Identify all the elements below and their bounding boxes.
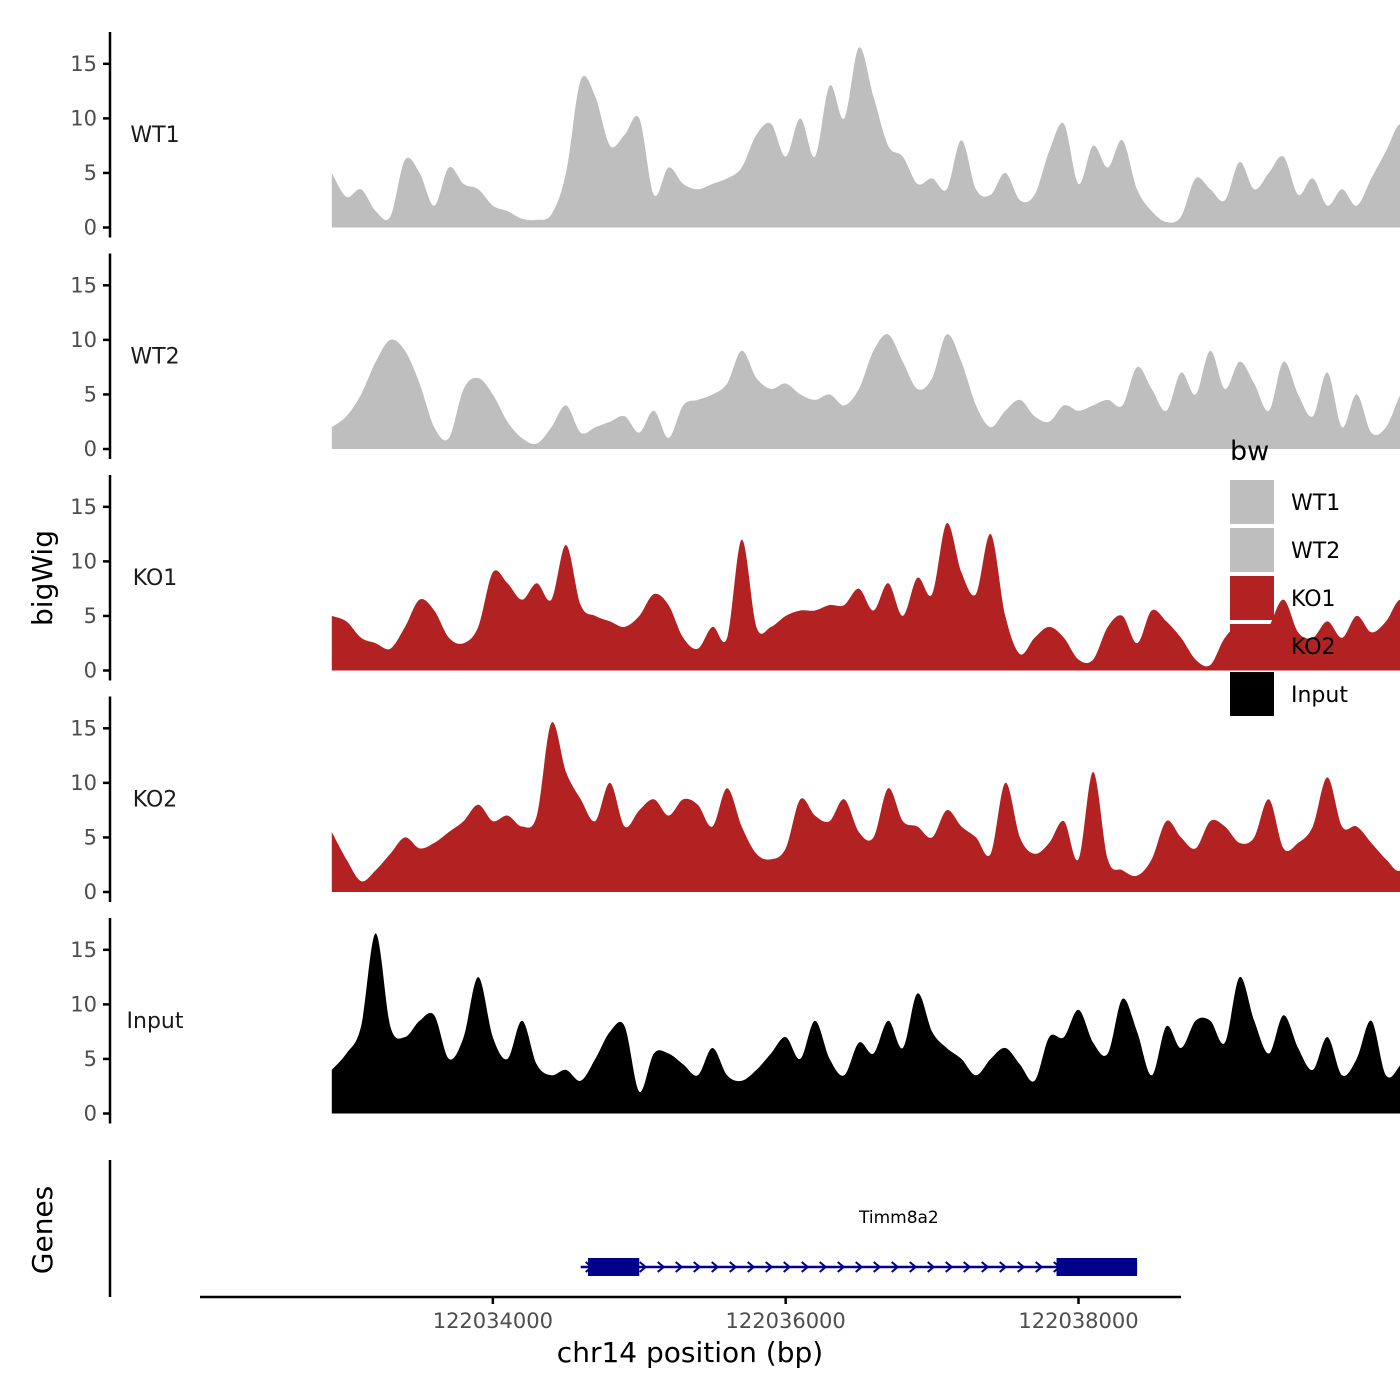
y-tick-label: 10 — [70, 549, 97, 573]
strand-arrow — [783, 1261, 792, 1273]
legend-label-ko2: KO2 — [1291, 635, 1336, 660]
y-tick-label: 0 — [84, 659, 97, 683]
legend-swatch-wt2 — [1230, 528, 1274, 572]
y-tick-label: 5 — [84, 1047, 97, 1071]
x-axis-title: chr14 position (bp) — [557, 1336, 823, 1369]
y-axis-title: bigWig — [26, 530, 59, 626]
track-ko1: 0 5 10 15 KO1 — [70, 475, 1400, 683]
y-tick-label: 5 — [84, 382, 97, 406]
y-tick-label: 15 — [70, 716, 97, 740]
strand-arrow — [1017, 1261, 1026, 1273]
strand-arrow — [675, 1261, 684, 1273]
track-label-wt1: WT1 — [130, 123, 179, 148]
y-tick-label: 0 — [84, 880, 97, 904]
legend-swatch-ko1 — [1230, 576, 1274, 620]
strand-arrow — [747, 1261, 756, 1273]
strand-arrow — [819, 1261, 828, 1273]
strand-arrow — [729, 1261, 738, 1273]
y-tick-label: 15 — [70, 495, 97, 519]
y-tick-label: 15 — [70, 52, 97, 76]
y-tick-label: 15 — [70, 273, 97, 297]
track-label-ko2: KO2 — [133, 788, 178, 813]
legend-label-input: Input — [1291, 683, 1348, 708]
strand-arrow — [639, 1261, 648, 1273]
strand-arrow — [873, 1261, 882, 1273]
strand-arrow — [801, 1261, 810, 1273]
strand-arrow — [711, 1261, 720, 1273]
gene-exon — [588, 1258, 640, 1276]
area-ko1 — [331, 523, 1400, 671]
area-input — [331, 933, 1400, 1114]
track-label-ko1: KO1 — [133, 566, 178, 591]
track-label-wt2: WT2 — [130, 345, 179, 370]
legend-swatch-wt1 — [1230, 480, 1274, 524]
y-tick-label: 5 — [84, 825, 97, 849]
strand-arrow — [927, 1261, 936, 1273]
y-tick-label: 10 — [70, 106, 97, 130]
legend-label-ko1: KO1 — [1291, 587, 1336, 612]
area-wt1 — [331, 47, 1400, 228]
strand-arrow — [693, 1261, 702, 1273]
strand-arrow — [999, 1261, 1008, 1273]
gene-timm8a2: Timm8a2 — [580, 1208, 1138, 1276]
y-tick-label: 5 — [84, 604, 97, 628]
y-tick-label: 10 — [70, 992, 97, 1016]
legend-swatch-ko2 — [1230, 624, 1274, 668]
legend-label-wt1: WT1 — [1291, 491, 1340, 516]
y-tick-label: 0 — [84, 216, 97, 240]
gene-label: Timm8a2 — [858, 1208, 939, 1228]
genes-axis-title: Genes — [26, 1186, 59, 1274]
genes-track: Timm8a2 — [108, 1160, 1138, 1297]
area-wt2 — [331, 334, 1400, 449]
y-tick-label: 10 — [70, 328, 97, 352]
legend-swatch-input — [1230, 672, 1274, 716]
strand-arrow — [657, 1261, 666, 1273]
strand-arrow — [945, 1261, 954, 1273]
x-tick-label: 122038000 — [1018, 1309, 1138, 1333]
y-tick-label: 15 — [70, 938, 97, 962]
strand-arrow — [891, 1261, 900, 1273]
strand-arrow — [909, 1261, 918, 1273]
x-tick-label: 122034000 — [433, 1309, 553, 1333]
track-label-input: Input — [127, 1009, 184, 1034]
gene-exon — [1056, 1258, 1138, 1276]
x-axis: 122034000 122036000 122038000 — [200, 1295, 1181, 1333]
y-tick-label: 5 — [84, 161, 97, 185]
strand-arrow — [837, 1261, 846, 1273]
strand-arrow — [1035, 1261, 1044, 1273]
strand-arrow — [765, 1261, 774, 1273]
y-tick-label: 0 — [84, 437, 97, 461]
track-ko2: 0 5 10 15 KO2 — [70, 696, 1400, 904]
legend-label-wt2: WT2 — [1291, 539, 1340, 564]
y-tick-label: 10 — [70, 771, 97, 795]
strand-arrow — [981, 1261, 990, 1273]
y-tick-label: 0 — [84, 1102, 97, 1126]
track-input: 0 5 10 15 Input — [70, 918, 1400, 1126]
legend-title: bw — [1230, 436, 1269, 467]
legend: bw WT1 WT2 KO1 KO2 Input — [1230, 436, 1348, 716]
strand-arrow — [963, 1261, 972, 1273]
track-wt1: 0 5 10 15 WT1 — [70, 32, 1400, 240]
track-wt2: 0 5 10 15 WT2 — [70, 253, 1400, 461]
area-ko2 — [331, 722, 1400, 892]
x-tick-label: 122036000 — [726, 1309, 846, 1333]
strand-arrow — [855, 1261, 864, 1273]
tracks-layer: 0 5 10 15 WT1 0 5 10 15 WT2 0 5 10 15 KO1 0 5 10 15 KO2 0 5 10… — [70, 32, 1400, 1126]
